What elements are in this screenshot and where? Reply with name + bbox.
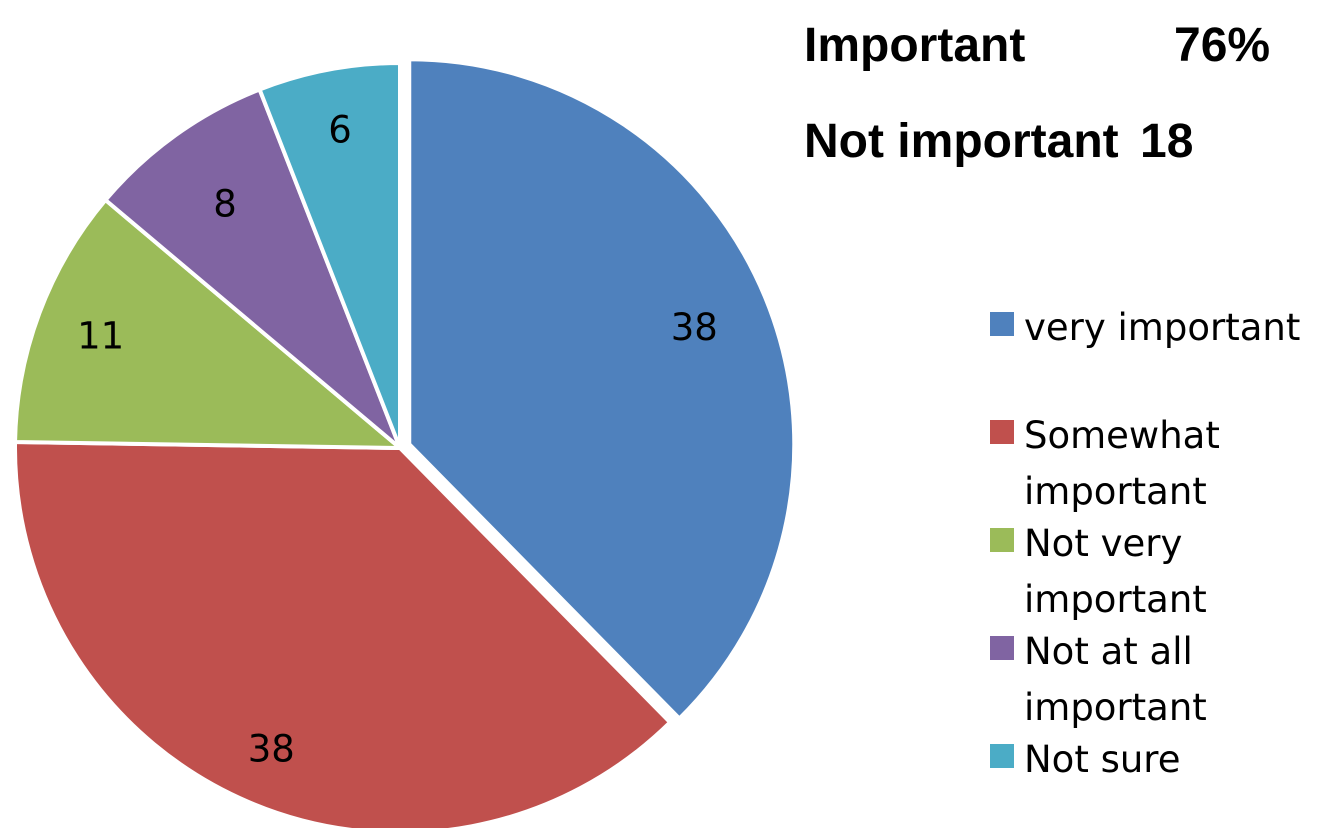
legend-item-somewhat-important: Somewhat important (990, 408, 1314, 520)
legend-label: Not very important (1024, 522, 1207, 621)
legend-swatch (990, 312, 1014, 336)
legend-swatch (990, 420, 1014, 444)
legend-label: very important (1024, 306, 1301, 349)
pie-data-label: 8 (213, 182, 237, 225)
legend-item-not-at-all-important: Not at all important (990, 624, 1314, 736)
summary-important-row: Important 76% (804, 6, 1304, 102)
legend-swatch (990, 528, 1014, 552)
summary-not-important-value: 18 (1140, 115, 1194, 168)
legend-swatch (990, 636, 1014, 660)
pie-data-label: 6 (328, 109, 352, 152)
summary-important-label: Important (804, 19, 1026, 72)
legend-label: Not sure (1024, 738, 1181, 781)
pie-slice-not-at-all-important (103, 87, 402, 450)
summary-panel: Important 76% Not important 18 (804, 6, 1304, 198)
pie-slice-somewhat-important (13, 440, 673, 828)
summary-not-important-row: Not important 18 (804, 102, 1304, 198)
pie-slice-very-important (407, 57, 797, 721)
legend-swatch (990, 744, 1014, 768)
pie-data-labels: 38 38 11 8 6 (77, 109, 718, 771)
pie-slice-not-sure (257, 61, 402, 450)
legend-item-not-very-important: Not very important (990, 516, 1314, 628)
legend-label: Somewhat important (1024, 414, 1220, 513)
summary-not-important-label: Not important (804, 115, 1119, 168)
pie-data-label: 38 (671, 306, 718, 349)
pie-data-label: 38 (248, 727, 295, 770)
summary-important-value: 76% (1174, 19, 1271, 72)
legend-label: Not at all important (1024, 630, 1207, 729)
pie-slices (13, 57, 797, 828)
legend-item-not-sure: Not sure (990, 732, 1314, 788)
pie-data-label: 11 (77, 315, 124, 358)
pie-slice-not-very-important (13, 198, 402, 450)
legend-item-very-important: very important (990, 300, 1314, 356)
